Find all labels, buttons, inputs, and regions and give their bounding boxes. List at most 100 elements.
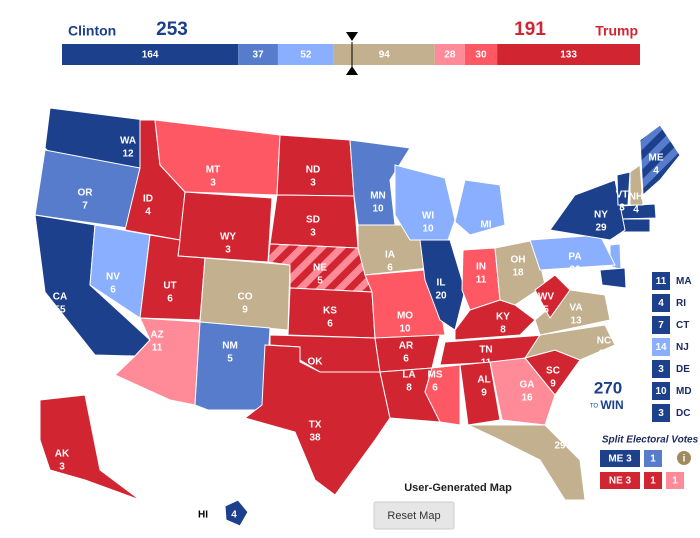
small-state-box[interactable]	[652, 404, 670, 422]
logo-number: 270	[594, 378, 622, 397]
bar-segment	[434, 44, 465, 65]
state-abbr: GA	[520, 380, 535, 391]
bar-segment-label: 37	[253, 50, 265, 61]
state-abbr: FL	[554, 428, 566, 439]
state[interactable]	[243, 344, 391, 496]
bar-segment	[464, 44, 498, 65]
state-votes: 6	[387, 263, 393, 274]
state-votes: 11	[476, 275, 487, 286]
state-abbr: WY	[220, 232, 236, 243]
state[interactable]	[454, 299, 536, 341]
small-state-box[interactable]	[652, 294, 670, 312]
state-abbr: VA	[569, 303, 582, 314]
split-box[interactable]	[644, 450, 662, 467]
state-votes: 4	[653, 166, 659, 177]
state-abbr: MO	[397, 311, 413, 322]
state-abbr: IL	[437, 278, 446, 289]
small-state-box[interactable]	[652, 272, 670, 290]
bar-segment-label: 30	[475, 50, 487, 61]
state-abbr: VT	[616, 190, 629, 201]
state-votes: 3	[210, 178, 216, 189]
split-votes: ME 3 1 NE 3 1 1	[600, 450, 684, 489]
state-votes: 15	[598, 349, 610, 360]
state-votes: 10	[372, 204, 384, 215]
bar-segment-label: 133	[560, 50, 577, 61]
state-votes: 12	[122, 149, 134, 160]
state[interactable]	[549, 179, 626, 241]
info-icon[interactable]	[677, 451, 691, 465]
small-state-abbr: RI	[676, 298, 686, 309]
state-votes: 4	[633, 205, 639, 216]
state-votes: 7	[82, 201, 88, 212]
state-abbr: UT	[163, 281, 176, 292]
bar-segment-label: 94	[379, 50, 391, 61]
state-votes: 9	[550, 379, 556, 390]
state-abbr: KS	[323, 306, 337, 317]
state-votes: 3	[59, 462, 65, 473]
split-box[interactable]	[666, 472, 684, 489]
state[interactable]	[616, 171, 631, 206]
state[interactable]	[194, 321, 271, 411]
state[interactable]	[523, 324, 616, 361]
state-votes: 13	[570, 316, 582, 327]
small-state-box[interactable]	[652, 338, 670, 356]
state-abbr: NE	[313, 263, 327, 274]
small-state-votes: 3	[658, 364, 664, 375]
state-abbr: WV	[538, 292, 554, 303]
state-abbr: MT	[206, 165, 220, 176]
small-state-box[interactable]	[652, 360, 670, 378]
state[interactable]	[154, 119, 281, 196]
state[interactable]	[454, 179, 506, 236]
state-votes: 6	[432, 383, 438, 394]
small-state-votes: 11	[656, 276, 667, 287]
state[interactable]	[459, 361, 501, 426]
state-abbr: NM	[222, 341, 238, 352]
state-abbr: AL	[477, 375, 490, 386]
state-abbr: HI	[198, 510, 208, 521]
state-votes: 3	[225, 245, 231, 256]
state[interactable]	[224, 499, 249, 527]
info-icon-glyph: i	[683, 454, 686, 465]
state[interactable]	[39, 394, 141, 501]
state-votes: 18	[512, 268, 524, 279]
split-box[interactable]	[600, 450, 640, 467]
split-box[interactable]	[600, 472, 640, 489]
state-votes: 6	[167, 294, 173, 305]
state-votes: 8	[500, 325, 506, 336]
small-state-votes: 4	[658, 298, 664, 309]
small-state-box[interactable]	[652, 382, 670, 400]
state[interactable]	[424, 364, 461, 426]
small-states: 11 MA 4 RI 7 CT 14 NJ 3 DE 10 MD 3 DC	[652, 272, 692, 422]
state[interactable]	[629, 164, 644, 206]
state-votes: 6	[110, 285, 116, 296]
state-votes: 4	[231, 510, 237, 521]
split-label: 1	[650, 454, 656, 465]
reset-button[interactable]	[373, 501, 455, 530]
state-votes: 38	[309, 433, 321, 444]
state-votes: 9	[242, 305, 248, 316]
state[interactable]	[494, 239, 546, 306]
state[interactable]	[489, 357, 556, 426]
state[interactable]	[529, 234, 616, 271]
split-label: 1	[672, 476, 678, 487]
state-abbr: SC	[546, 366, 560, 377]
state-abbr: NH	[629, 192, 643, 203]
logo: 270 TO WIN	[588, 378, 628, 416]
state-votes: 8	[406, 383, 412, 394]
bar-segment	[62, 44, 239, 65]
map-label: User-Generated Map	[404, 482, 512, 494]
split-box[interactable]	[644, 472, 662, 489]
small-state-abbr: CT	[676, 320, 689, 331]
state-abbr: AZ	[150, 330, 163, 341]
bar-segment	[333, 44, 435, 65]
coastal-state	[609, 243, 622, 271]
state-votes: 3	[310, 178, 316, 189]
bar-segment	[277, 44, 334, 65]
state[interactable]	[639, 124, 681, 197]
state[interactable]	[467, 424, 586, 501]
state[interactable]	[534, 274, 571, 319]
state-abbr: NV	[106, 272, 120, 283]
small-state-box[interactable]	[652, 316, 670, 334]
small-state-votes: 10	[655, 386, 667, 397]
